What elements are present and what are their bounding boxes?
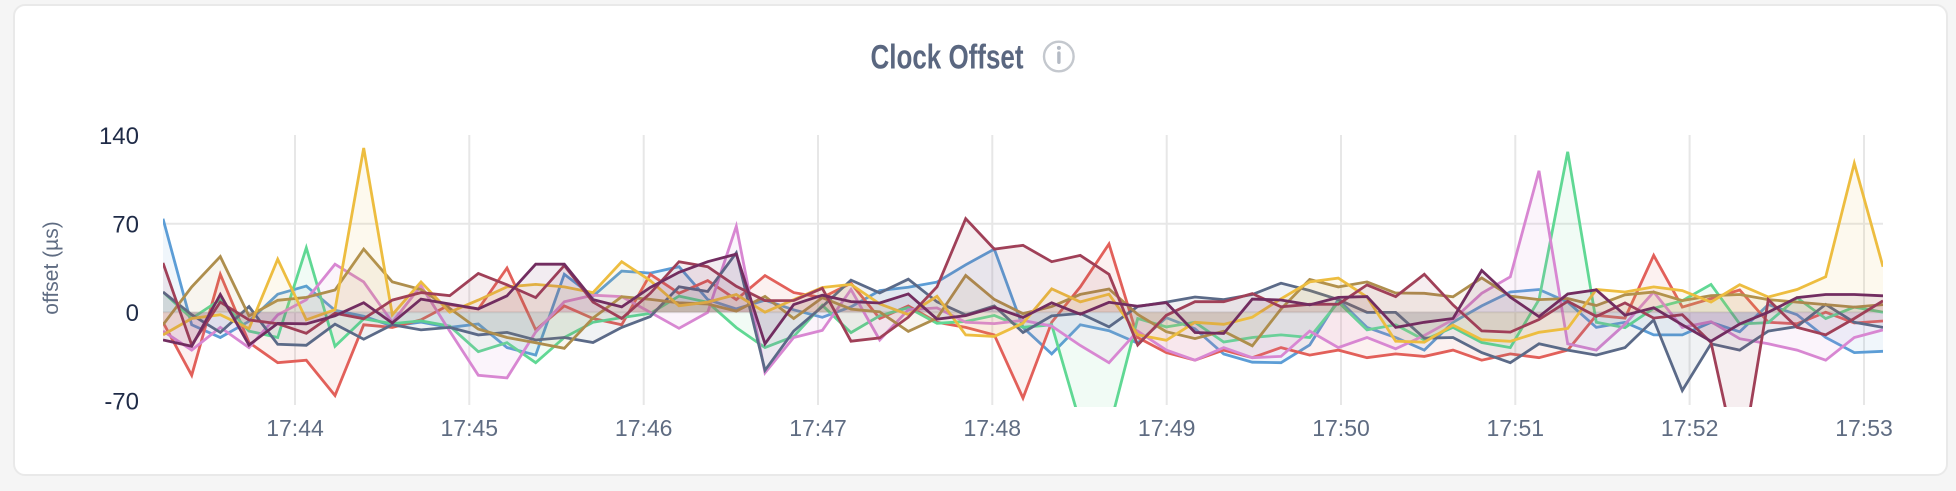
svg-text:17:51: 17:51: [1487, 415, 1545, 441]
svg-text:17:53: 17:53: [1835, 415, 1893, 441]
svg-text:17:46: 17:46: [615, 415, 673, 441]
svg-text:17:52: 17:52: [1661, 415, 1719, 441]
svg-text:17:45: 17:45: [441, 415, 499, 441]
svg-text:-70: -70: [104, 389, 139, 416]
svg-text:17:48: 17:48: [964, 415, 1022, 441]
svg-text:17:47: 17:47: [789, 415, 847, 441]
svg-text:Clock Offset: Clock Offset: [871, 39, 1024, 77]
svg-text:17:49: 17:49: [1138, 415, 1196, 441]
svg-text:140: 140: [99, 123, 139, 150]
svg-text:17:44: 17:44: [266, 415, 324, 441]
svg-text:70: 70: [112, 212, 139, 239]
svg-text:17:50: 17:50: [1312, 415, 1370, 441]
svg-text:offset (µs): offset (µs): [40, 221, 63, 314]
svg-text:0: 0: [126, 300, 139, 327]
